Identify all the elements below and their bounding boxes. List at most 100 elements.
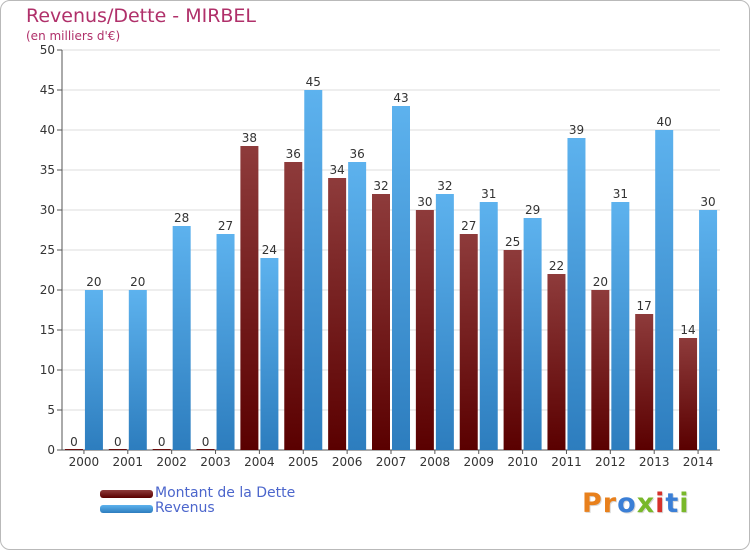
logo-letter: t — [665, 488, 680, 519]
bar-debt — [64, 449, 83, 450]
data-label-debt: 0 — [202, 435, 210, 449]
x-tick-label: 2004 — [244, 455, 275, 469]
chart-title: Revenus/Dette - MIRBEL — [26, 5, 257, 27]
data-label-debt: 38 — [242, 131, 257, 145]
bar-debt — [108, 449, 127, 450]
legend-label-debt: Montant de la Dette — [155, 485, 296, 501]
data-label-debt: 34 — [329, 163, 344, 177]
bar-debt — [240, 146, 259, 450]
x-tick-label: 2013 — [639, 455, 670, 469]
bar-revenue — [611, 202, 630, 450]
y-tick-label: 35 — [40, 163, 55, 177]
data-label-revenue: 31 — [481, 187, 496, 201]
data-label-debt: 30 — [417, 195, 432, 209]
x-tick-label: 2009 — [463, 455, 494, 469]
y-tick-label: 0 — [47, 443, 55, 457]
bar-debt — [591, 290, 610, 450]
bar-revenue — [435, 194, 454, 450]
x-tick-label: 2007 — [376, 455, 407, 469]
y-tick-label: 10 — [40, 363, 55, 377]
x-tick-label: 2001 — [113, 455, 144, 469]
logo-letter: i — [655, 488, 666, 519]
data-label-debt: 25 — [505, 235, 520, 249]
data-label-revenue: 30 — [700, 195, 715, 209]
data-label-revenue: 28 — [174, 211, 189, 225]
x-tick-label: 2014 — [683, 455, 714, 469]
data-label-revenue: 36 — [349, 147, 364, 161]
x-tick-label: 2005 — [288, 455, 319, 469]
data-label-revenue: 45 — [306, 75, 321, 89]
data-label-debt: 0 — [114, 435, 122, 449]
y-tick-label: 50 — [40, 43, 55, 57]
bar-revenue — [84, 290, 103, 450]
bar-debt — [196, 449, 215, 450]
bar-revenue — [260, 258, 279, 450]
bar-revenue — [655, 130, 674, 450]
data-label-revenue: 27 — [218, 219, 233, 233]
chart-subtitle: (en milliers d'€) — [26, 29, 121, 43]
data-label-revenue: 39 — [569, 123, 584, 137]
data-label-debt: 0 — [158, 435, 166, 449]
logo-letter: r — [602, 488, 618, 519]
legend-swatch-debt — [100, 490, 153, 498]
proxiti-logo: Proxiti — [582, 488, 690, 519]
y-tick-label: 5 — [47, 403, 55, 417]
data-label-debt: 36 — [286, 147, 301, 161]
data-label-debt: 17 — [637, 299, 652, 313]
logo-letter: P — [582, 488, 603, 519]
data-label-revenue: 20 — [130, 275, 145, 289]
bar-revenue — [523, 218, 542, 450]
x-tick-label: 2006 — [332, 455, 363, 469]
data-label-revenue: 29 — [525, 203, 540, 217]
data-label-debt: 20 — [593, 275, 608, 289]
bar-debt — [152, 449, 171, 450]
bar-debt — [459, 234, 478, 450]
data-label-debt: 14 — [680, 323, 695, 337]
y-tick-label: 40 — [40, 123, 55, 137]
y-tick-label: 25 — [40, 243, 55, 257]
y-tick-label: 20 — [40, 283, 55, 297]
bar-debt — [635, 314, 654, 450]
logo-letter: o — [617, 488, 637, 519]
bar-revenue — [392, 106, 410, 450]
data-label-revenue: 20 — [86, 275, 101, 289]
bar-debt — [328, 178, 347, 450]
data-label-revenue: 43 — [393, 91, 408, 105]
x-tick-label: 2012 — [595, 455, 626, 469]
logo-letter: i — [679, 488, 690, 519]
x-tick-label: 2011 — [551, 455, 582, 469]
x-tick-label: 2002 — [156, 455, 187, 469]
bar-debt — [503, 250, 522, 450]
data-label-debt: 32 — [373, 179, 388, 193]
data-label-revenue: 32 — [437, 179, 452, 193]
data-label-debt: 0 — [70, 435, 78, 449]
bar-revenue — [216, 234, 235, 450]
bar-revenue — [348, 162, 367, 450]
x-tick-label: 2000 — [69, 455, 100, 469]
y-tick-label: 45 — [40, 83, 55, 97]
bar-debt — [415, 210, 434, 450]
data-label-debt: 22 — [549, 259, 564, 273]
bar-revenue — [479, 202, 498, 450]
bar-revenue — [699, 210, 718, 450]
bar-debt — [679, 338, 698, 450]
data-label-revenue: 40 — [657, 115, 672, 129]
data-label-revenue: 31 — [613, 187, 628, 201]
data-label-revenue: 24 — [262, 243, 277, 257]
x-tick-label: 2003 — [200, 455, 231, 469]
bar-revenue — [304, 90, 323, 450]
legend-swatch-revenue — [100, 505, 153, 513]
legend-label-revenue: Revenus — [155, 500, 215, 516]
y-tick-label: 30 — [40, 203, 55, 217]
bar-revenue — [172, 226, 191, 450]
bar-debt — [284, 162, 303, 450]
x-tick-label: 2008 — [420, 455, 451, 469]
bar-revenue — [128, 290, 147, 450]
logo-letter: x — [636, 488, 656, 519]
y-tick-label: 15 — [40, 323, 55, 337]
data-label-debt: 27 — [461, 219, 476, 233]
x-tick-label: 2010 — [507, 455, 538, 469]
bar-debt — [547, 274, 566, 450]
bar-debt — [372, 194, 390, 450]
